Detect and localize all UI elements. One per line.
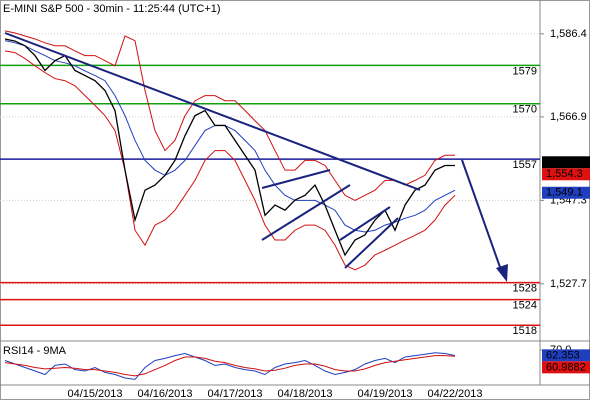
x-tick-label: 04/22/2013 bbox=[427, 388, 482, 400]
channel-line bbox=[261, 184, 351, 241]
level-label: 1570 bbox=[513, 104, 537, 116]
rsi-marker bbox=[542, 361, 590, 374]
axis: 1,586.41,566.91,547.31,527.770.004/15/20… bbox=[67, 28, 590, 400]
price-marker bbox=[542, 156, 590, 169]
rsi-marker-label: 62.353 bbox=[546, 349, 580, 361]
series-line bbox=[4, 38, 455, 257]
chart-title: E-MINI S&P 500 - 30min - 11:25:44 (UTC+1… bbox=[3, 3, 221, 15]
forecast-arrow bbox=[461, 159, 502, 271]
price-marker-label: 1,556.25 bbox=[546, 156, 589, 168]
x-tick-label: 04/17/2013 bbox=[207, 388, 262, 400]
price-marker bbox=[542, 168, 590, 181]
channel-line bbox=[339, 206, 391, 241]
x-tick-label: 04/18/2013 bbox=[277, 388, 332, 400]
x-tick-label: 04/16/2013 bbox=[137, 388, 192, 400]
series-line bbox=[4, 50, 456, 271]
series-line bbox=[4, 352, 456, 380]
rsi-marker bbox=[542, 349, 590, 362]
series-line bbox=[4, 40, 456, 233]
price-marker-label: 1,549.1 bbox=[546, 187, 583, 199]
level-label: 1518 bbox=[513, 325, 537, 337]
rsi-marker-label: 60.9882 bbox=[546, 361, 586, 373]
level-label: 1524 bbox=[513, 300, 537, 312]
y-tick-label: 1,566.9 bbox=[550, 111, 587, 123]
drawings bbox=[4, 32, 508, 282]
series-line bbox=[4, 355, 456, 377]
channel-line bbox=[344, 217, 399, 269]
plot: 1579 1570 1557 1528 1524 1518 bbox=[0, 30, 540, 380]
level-label: 1557 bbox=[513, 159, 537, 171]
level-label: 1579 bbox=[513, 65, 537, 77]
series-line bbox=[4, 30, 455, 201]
price-marker bbox=[542, 186, 590, 199]
arrow-head bbox=[496, 264, 508, 282]
x-tick-label: 04/19/2013 bbox=[357, 388, 412, 400]
x-tick-label: 04/15/2013 bbox=[67, 388, 122, 400]
trend-line bbox=[4, 32, 421, 191]
y-tick-label: 1,527.7 bbox=[550, 278, 587, 290]
level-label: 1528 bbox=[513, 283, 537, 295]
panel-title: RSI14 - 9MA bbox=[3, 345, 67, 357]
y-tick-label: 1,586.4 bbox=[550, 28, 587, 40]
price-marker-label: 1,554.3 bbox=[546, 168, 583, 180]
channel-line bbox=[261, 169, 331, 189]
